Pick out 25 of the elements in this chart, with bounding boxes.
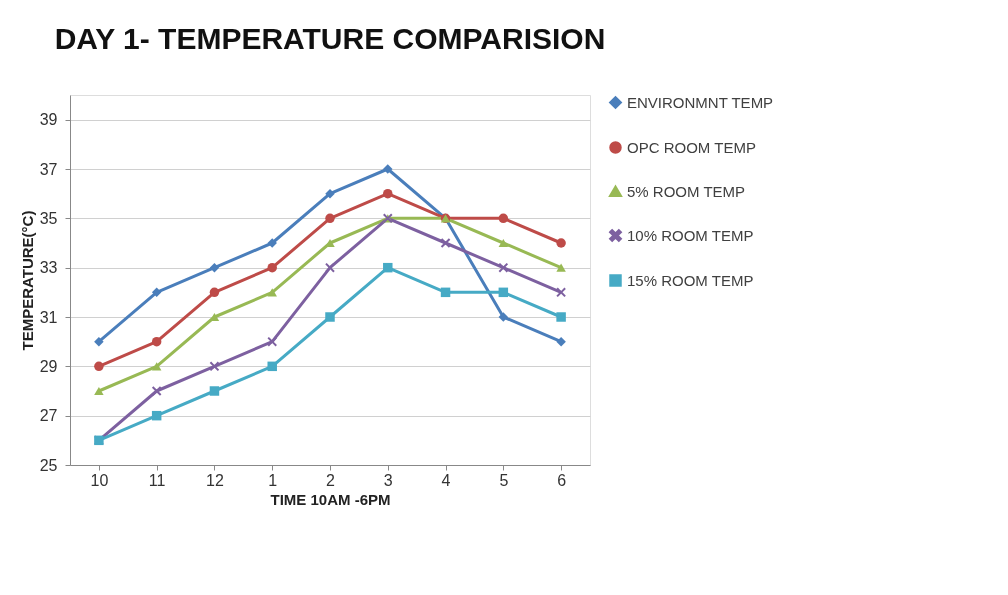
x-tick-label: 5 [499,471,509,489]
x-tick-label: 11 [148,471,166,489]
x-tick-label: 4 [441,471,451,489]
x-tick-label: 1 [268,471,278,489]
legend-label: OPC ROOM TEMP [627,138,756,156]
x-tick-label: 3 [383,471,393,489]
y-tick-label: 29 [39,357,58,375]
y-axis-title: TEMPERATURE(°C) [18,210,36,351]
x-axis-title: TIME 10AM -6PM [270,490,391,508]
y-tick-label: 31 [39,308,58,326]
x-tick-label: 6 [557,471,567,489]
y-tick-label: 25 [39,456,58,474]
x-tick-label: 12 [206,471,224,489]
y-tick-label: 35 [39,209,58,227]
chart-title: DAY 1- TEMPERATURE COMPARISION [54,22,606,55]
legend-label: ENVIRONMNT TEMP [627,93,774,111]
y-tick-label: 37 [39,160,58,178]
x-tick-label: 10 [90,471,109,489]
y-tick-label: 33 [39,259,58,277]
y-tick-label: 39 [39,111,58,129]
x-tick-label: 2 [326,471,336,489]
legend-label: 5% ROOM TEMP [627,182,746,200]
y-tick-label: 27 [39,407,58,425]
legend-label: 15% ROOM TEMP [627,271,754,289]
legend-label: 10% ROOM TEMP [627,226,754,244]
